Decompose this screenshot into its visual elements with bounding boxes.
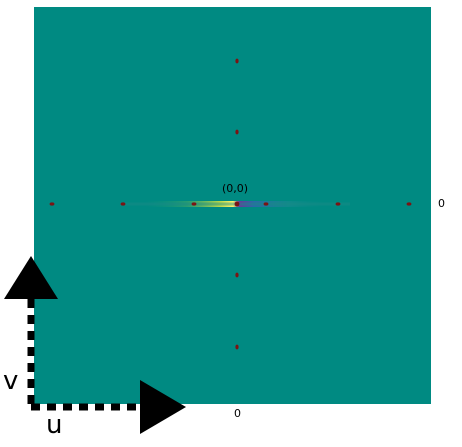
peak-dot [235, 344, 239, 350]
peak-dot [235, 58, 239, 64]
peak-dots [49, 58, 412, 350]
peak-dot [335, 202, 341, 206]
u-axis-label: u [46, 410, 63, 440]
origin-label: (0,0) [222, 182, 249, 195]
v-axis-label: v [3, 366, 19, 396]
peak-dot [263, 202, 269, 206]
peak-dot [406, 202, 412, 206]
peak-dot [49, 202, 55, 206]
right-zero-label: 0 [438, 197, 445, 210]
peak-dot [120, 202, 126, 206]
peak-dot [235, 129, 239, 135]
peak-dot [235, 272, 239, 278]
u-axis-arrowhead [140, 380, 186, 434]
bottom-zero-label: 0 [234, 407, 241, 420]
peak-dot [191, 202, 197, 206]
v-axis-arrowhead [4, 256, 58, 299]
center-dot [234, 201, 240, 207]
